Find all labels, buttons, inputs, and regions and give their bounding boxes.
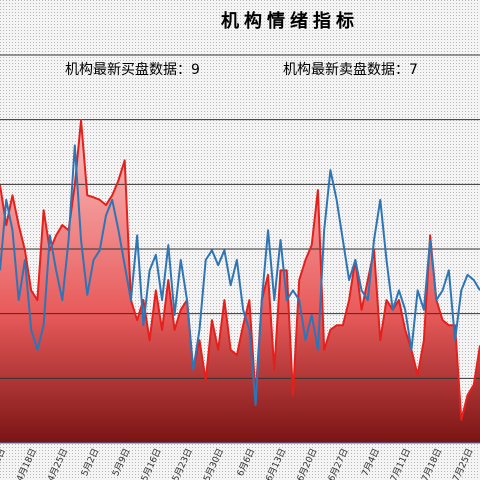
annotation: 机构最新卖盘数据：7 [283, 61, 418, 78]
annotation: 机构最新买盘数据：9 [65, 61, 200, 78]
line [0, 119, 480, 421]
chart-title: 机构情绪指标 [221, 10, 359, 32]
annotation-label: 机构最新买盘数据： [65, 61, 191, 78]
annotation-value: 9 [191, 62, 200, 78]
line [0, 144, 480, 406]
area [0, 120, 480, 444]
annotation-label: 机构最新卖盘数据： [283, 61, 409, 78]
annotation-value: 7 [409, 62, 418, 78]
